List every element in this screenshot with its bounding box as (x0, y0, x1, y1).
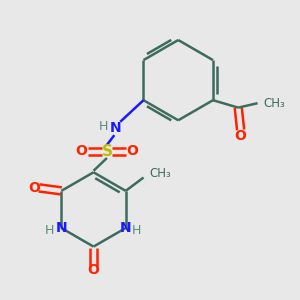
Text: H: H (131, 224, 141, 238)
Text: O: O (235, 130, 247, 143)
Text: O: O (88, 263, 100, 278)
Text: O: O (76, 145, 88, 158)
Text: S: S (101, 144, 112, 159)
Text: CH₃: CH₃ (263, 97, 285, 110)
Text: O: O (29, 181, 40, 195)
Text: O: O (126, 145, 138, 158)
Text: N: N (56, 221, 67, 235)
Text: N: N (120, 221, 131, 235)
Text: H: H (99, 120, 109, 133)
Text: H: H (45, 224, 54, 238)
Text: N: N (110, 121, 122, 135)
Text: CH₃: CH₃ (149, 167, 171, 179)
